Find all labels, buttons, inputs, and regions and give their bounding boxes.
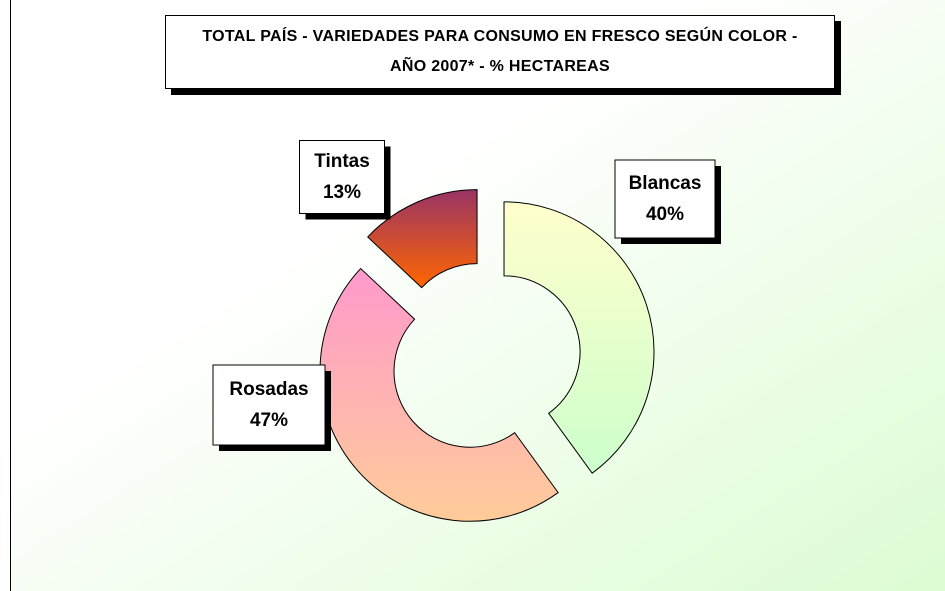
data-label-name: Blancas: [629, 173, 702, 194]
label-box: [614, 159, 716, 239]
data-label-name: Rosadas: [229, 379, 308, 400]
donut-slice: [503, 201, 655, 474]
data-label-value: 40%: [646, 204, 684, 225]
donut-slice: [367, 189, 478, 289]
label-box: [299, 140, 385, 214]
data-label-name: Tintas: [314, 151, 370, 172]
chart-title: TOTAL PAÍS - VARIEDADES PARA CONSUMO EN …: [202, 28, 798, 75]
data-label-value: 47%: [250, 410, 288, 431]
data-label-value: 13%: [323, 182, 361, 203]
title-box: TOTAL PAÍS - VARIEDADES PARA CONSUMO EN …: [165, 15, 835, 89]
label-box: [212, 364, 326, 446]
donut-slice: [319, 267, 559, 522]
